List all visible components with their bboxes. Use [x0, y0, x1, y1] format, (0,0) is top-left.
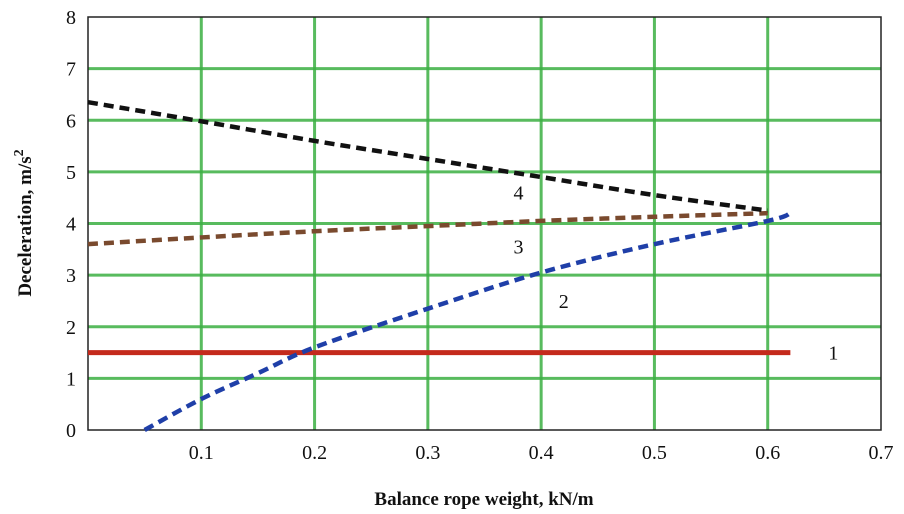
series-labels: 1 2 3 4 — [513, 183, 838, 365]
y-tick-label: 7 — [66, 59, 76, 81]
x-tick-labels: 0.1 0.2 0.3 0.4 0.5 0.6 0.7 — [189, 442, 894, 464]
series-layer — [87, 99, 792, 432]
x-tick-label: 0.2 — [302, 442, 327, 464]
y-axis-label-superscript: 2 — [12, 149, 27, 156]
y-tick-label: 6 — [66, 110, 76, 132]
x-tick-label: 0.7 — [869, 442, 894, 464]
y-tick-label: 5 — [66, 162, 76, 184]
y-tick-label: 1 — [66, 368, 76, 390]
series-2-label: 2 — [559, 291, 569, 313]
x-tick-label: 0.1 — [189, 442, 214, 464]
y-tick-label: 8 — [66, 7, 76, 29]
y-axis-label-text: Deceleration, m/s — [15, 156, 36, 296]
x-tick-label: 0.6 — [755, 442, 780, 464]
series-3-line — [87, 210, 768, 247]
series-1-label: 1 — [828, 343, 838, 365]
plot-frame — [87, 16, 882, 431]
y-tick-label: 0 — [66, 420, 76, 442]
series-2-line — [143, 211, 792, 432]
series-4-line — [87, 99, 769, 213]
x-axis-label: Balance rope weight, kN/m — [374, 489, 593, 510]
y-tick-label: 3 — [66, 265, 76, 287]
x-tick-label: 0.4 — [529, 442, 554, 464]
series-4-label: 4 — [513, 183, 523, 205]
y-tick-label: 2 — [66, 317, 76, 339]
x-tick-label: 0.3 — [415, 442, 440, 464]
y-axis-label: Deceleration, m/s2 — [12, 149, 36, 296]
x-tick-label: 0.5 — [642, 442, 667, 464]
y-tick-labels: 0 1 2 3 4 5 6 7 8 — [66, 7, 76, 442]
y-tick-label: 4 — [66, 214, 76, 236]
series-3-label: 3 — [513, 237, 523, 259]
